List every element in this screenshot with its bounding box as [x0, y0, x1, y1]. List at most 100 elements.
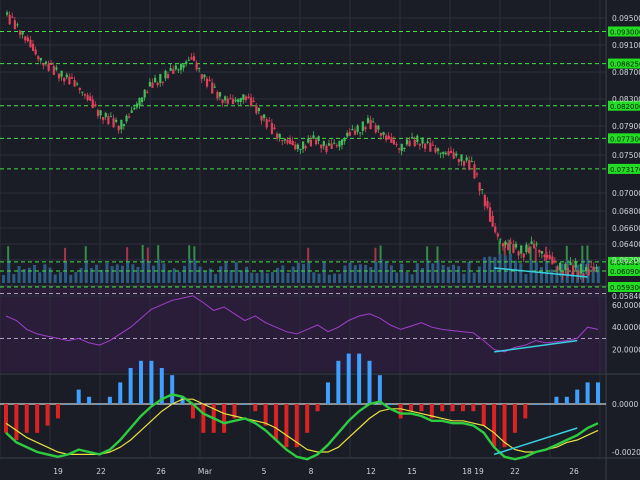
volume-bar: [348, 262, 352, 283]
candle-body: [24, 36, 27, 41]
price-tick-label: 0.062000: [612, 256, 640, 265]
macd-hist-bar: [440, 404, 445, 412]
candle-body: [408, 140, 411, 147]
candle-body: [585, 266, 588, 272]
volume-bar: [110, 266, 114, 283]
candle-body: [166, 74, 170, 79]
macd-hist-bar: [492, 404, 497, 448]
candle-body: [39, 57, 42, 61]
candle-body: [21, 32, 24, 35]
candle-body: [73, 80, 76, 87]
price-trendline: [494, 267, 588, 278]
volume-spike: [545, 246, 548, 261]
volume-bar: [126, 261, 130, 283]
candle-body: [520, 245, 523, 254]
x-tick-label: Mar: [198, 467, 213, 476]
volume-bar: [2, 275, 5, 283]
candle-body: [450, 150, 453, 154]
candle-body: [83, 94, 87, 96]
volume-bar: [48, 267, 52, 283]
candle-body: [553, 260, 557, 263]
macd-hist-bar: [55, 404, 60, 419]
macd-hist-bar: [575, 389, 580, 404]
candle-body: [138, 97, 141, 106]
volume-bar: [198, 266, 202, 283]
candle-body: [34, 49, 37, 55]
candle-body: [312, 135, 315, 139]
volume-bar: [317, 273, 321, 283]
candle-body: [327, 143, 331, 146]
candle-body: [462, 161, 466, 166]
volume-bar: [260, 270, 264, 283]
candle-body: [351, 129, 354, 131]
volume-bar: [389, 265, 393, 283]
macd-hist-bar: [471, 404, 476, 412]
candle-body: [76, 83, 79, 85]
candle-body: [577, 270, 580, 276]
candle-body: [400, 143, 403, 152]
candle-body: [96, 110, 100, 116]
volume-bar: [524, 273, 528, 283]
candle-body: [115, 119, 118, 122]
candle-body: [322, 141, 325, 146]
candle-body: [392, 139, 396, 145]
candle-body: [270, 122, 274, 135]
volume-bar: [33, 264, 37, 283]
candle-body: [112, 118, 115, 128]
macd-hist-bar: [222, 404, 227, 433]
candle-body: [353, 130, 357, 135]
candle-body: [486, 200, 489, 208]
candle-body: [533, 243, 536, 249]
candle-body: [473, 164, 476, 179]
level-tag: [608, 26, 640, 37]
macd-hist-bar: [232, 404, 237, 419]
candle-body: [592, 266, 596, 272]
candle-body: [403, 148, 406, 150]
candle-body: [304, 146, 307, 149]
volume-bar: [353, 265, 357, 283]
volume-bar: [146, 261, 150, 283]
volume-bar: [100, 269, 104, 283]
macd-hist-bar: [14, 404, 19, 440]
volume-bar: [338, 273, 342, 283]
candle-body: [231, 98, 235, 105]
macd-tick-label: 0.0000: [612, 400, 638, 409]
candle-body: [226, 98, 229, 104]
candle-body: [63, 77, 66, 82]
candle-body: [434, 147, 437, 153]
candle-body: [582, 273, 585, 277]
candle-body: [514, 243, 518, 248]
level-tag: [608, 163, 640, 174]
candle-body: [527, 247, 531, 254]
candle-body: [338, 141, 341, 147]
candle-body: [442, 151, 445, 155]
candle-body: [190, 57, 193, 60]
candle-body: [78, 87, 81, 91]
candle-body: [11, 16, 14, 18]
volume-bar: [415, 263, 419, 283]
candle-body: [465, 157, 468, 161]
macd-hist-bar: [419, 404, 424, 412]
candle-body: [325, 145, 328, 152]
volume-bar: [183, 265, 187, 283]
candle-body: [234, 99, 237, 102]
candle-body: [566, 267, 570, 277]
volume-bar: [519, 263, 523, 283]
volume-bar: [327, 274, 331, 283]
volume-bar: [167, 270, 171, 283]
candle-body: [198, 68, 201, 70]
candle-body: [457, 159, 460, 162]
candle-body: [203, 74, 206, 78]
candle-body: [317, 136, 320, 141]
candle-body: [60, 70, 63, 77]
volume-bar: [369, 267, 373, 283]
candle-body: [543, 254, 546, 258]
level-tag: [608, 256, 640, 267]
candle-body: [109, 116, 113, 118]
candle-body: [172, 69, 175, 74]
macd-hist-bar: [388, 404, 393, 405]
price-tick-label: 0.058400: [612, 292, 640, 301]
candle-body: [431, 144, 435, 146]
